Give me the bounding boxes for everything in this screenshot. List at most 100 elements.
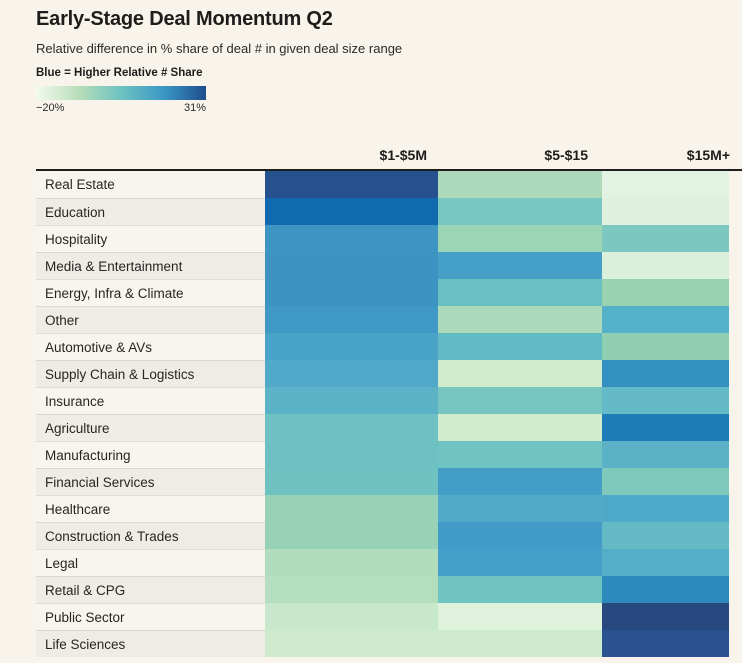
table-row: Real Estate — [36, 171, 729, 198]
heatmap-cell — [602, 549, 729, 576]
heatmap-cell — [438, 468, 602, 495]
heatmap-cell — [265, 630, 438, 657]
heatmap-cell — [438, 333, 602, 360]
table-row: Other — [36, 306, 729, 333]
heatmap-cell — [602, 495, 729, 522]
heatmap-cell — [265, 360, 438, 387]
heatmap-cell — [265, 279, 438, 306]
column-header: $15M+ — [686, 147, 730, 163]
heatmap-cell — [265, 198, 438, 225]
heatmap-grid: Real Estate Education Hospitality Media & E… — [36, 171, 729, 657]
color-legend: Blue = Higher Relative # Share −20% 31% — [36, 67, 206, 114]
heatmap-cell — [265, 576, 438, 603]
table-row: Agriculture — [36, 414, 729, 441]
row-label: Healthcare — [36, 495, 265, 522]
color-scale-labels: −20% 31% — [36, 102, 206, 114]
heatmap-cell — [602, 441, 729, 468]
row-label: Agriculture — [36, 414, 265, 441]
heatmap-cell — [602, 630, 729, 657]
heatmap-cell — [438, 171, 602, 198]
heatmap-cell — [265, 441, 438, 468]
row-label: Construction & Trades — [36, 522, 265, 549]
column-headers: $1-$5M $5-$15 $15M+ — [36, 140, 742, 171]
table-row: Supply Chain & Logistics — [36, 360, 729, 387]
heatmap-cell — [602, 306, 729, 333]
table-row: Life Sciences — [36, 630, 729, 657]
table-row: Hospitality — [36, 225, 729, 252]
heatmap-cell — [602, 171, 729, 198]
heatmap-cell — [265, 306, 438, 333]
row-label: Other — [36, 306, 265, 333]
table-row: Education — [36, 198, 729, 225]
heatmap-cell — [438, 279, 602, 306]
heatmap-cell — [265, 468, 438, 495]
heatmap-cell — [438, 630, 602, 657]
row-label: Hospitality — [36, 225, 265, 252]
heatmap-cell — [602, 414, 729, 441]
color-scale-gradient — [36, 86, 206, 100]
heatmap-cell — [602, 279, 729, 306]
table-row: Energy, Infra & Climate — [36, 279, 729, 306]
table-row: Public Sector — [36, 603, 729, 630]
heatmap-cell — [438, 198, 602, 225]
row-label: Education — [36, 198, 265, 225]
heatmap-cell — [265, 252, 438, 279]
table-row: Automotive & AVs — [36, 333, 729, 360]
heatmap-cell — [602, 252, 729, 279]
table-row: Healthcare — [36, 495, 729, 522]
row-label: Energy, Infra & Climate — [36, 279, 265, 306]
heatmap-cell — [265, 171, 438, 198]
heatmap-cell — [602, 387, 729, 414]
heatmap-cell — [602, 468, 729, 495]
heatmap-cell — [438, 603, 602, 630]
row-label: Legal — [36, 549, 265, 576]
heatmap-cell — [265, 387, 438, 414]
heatmap-cell — [438, 252, 602, 279]
row-label: Life Sciences — [36, 630, 265, 657]
table-row: Retail & CPG — [36, 576, 729, 603]
heatmap-cell — [602, 360, 729, 387]
heatmap-cell — [265, 333, 438, 360]
heatmap-cell — [438, 387, 602, 414]
heatmap-cell — [438, 414, 602, 441]
heatmap-cell — [438, 495, 602, 522]
row-label: Manufacturing — [36, 441, 265, 468]
column-header: $1-$5M — [379, 147, 427, 163]
row-label: Financial Services — [36, 468, 265, 495]
heatmap-cell — [438, 549, 602, 576]
table-row: Construction & Trades — [36, 522, 729, 549]
heatmap-cell — [438, 225, 602, 252]
row-label: Insurance — [36, 387, 265, 414]
heatmap-cell — [438, 522, 602, 549]
row-label: Supply Chain & Logistics — [36, 360, 265, 387]
row-label: Public Sector — [36, 603, 265, 630]
row-label: Retail & CPG — [36, 576, 265, 603]
heatmap-cell — [265, 414, 438, 441]
heatmap-cell — [265, 495, 438, 522]
heatmap-cell — [438, 576, 602, 603]
row-label: Real Estate — [36, 171, 265, 198]
table-row: Financial Services — [36, 468, 729, 495]
heatmap-cell — [265, 549, 438, 576]
heatmap-cell — [438, 441, 602, 468]
heatmap-cell — [602, 576, 729, 603]
heatmap-cell — [602, 603, 729, 630]
header-spacer — [36, 168, 265, 169]
chart-title: Early-Stage Deal Momentum Q2 — [36, 8, 333, 30]
heatmap-cell — [602, 198, 729, 225]
heatmap-cell — [265, 603, 438, 630]
table-row: Manufacturing — [36, 441, 729, 468]
heatmap-cell — [602, 333, 729, 360]
column-header: $5-$15 — [544, 147, 588, 163]
row-label: Automotive & AVs — [36, 333, 265, 360]
heatmap-cell — [602, 225, 729, 252]
heatmap-cell — [602, 522, 729, 549]
heatmap-cell — [265, 522, 438, 549]
table-row: Legal — [36, 549, 729, 576]
table-row: Insurance — [36, 387, 729, 414]
row-label: Media & Entertainment — [36, 252, 265, 279]
scale-max-label: 31% — [183, 102, 206, 114]
chart-subtitle: Relative difference in % share of deal #… — [36, 41, 403, 56]
scale-min-label: −20% — [36, 102, 65, 114]
